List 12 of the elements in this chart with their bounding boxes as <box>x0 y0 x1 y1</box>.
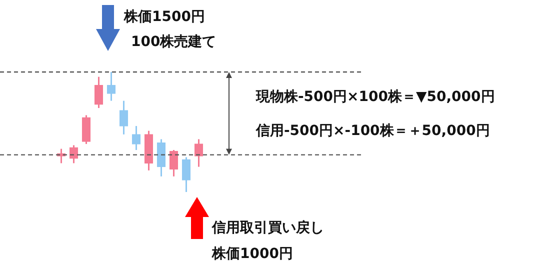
candlestick <box>119 100 128 136</box>
text: 信用取引買い戻し <box>212 219 324 237</box>
text: 株価1000円 <box>212 245 293 263</box>
text: 100株売建て <box>131 33 216 51</box>
candlestick <box>169 149 178 178</box>
candlestick <box>94 76 104 109</box>
text: 信用-500円×-100株＝＋50,000円 <box>256 122 490 140</box>
text: 株価1500円 <box>124 8 205 26</box>
candlestick <box>182 156 191 193</box>
candlestick <box>156 138 166 178</box>
candlestick <box>82 114 91 145</box>
text: 現物株-500円×100株＝▼50,000円 <box>256 88 495 106</box>
